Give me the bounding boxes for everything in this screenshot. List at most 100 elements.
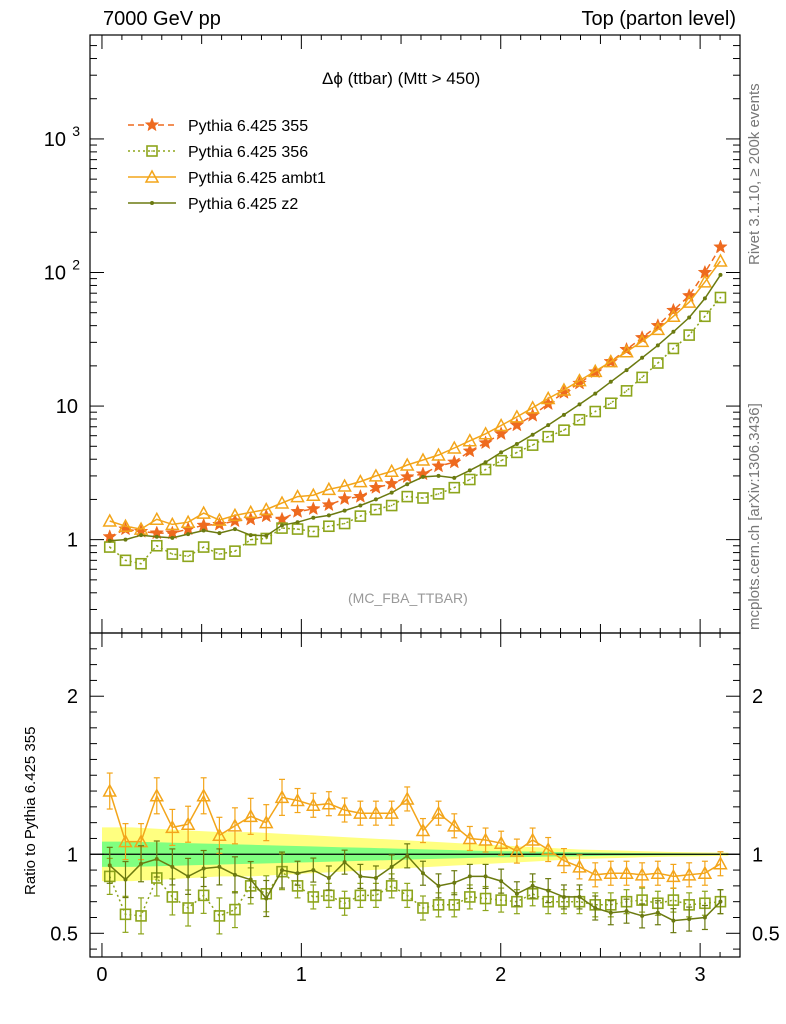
ratio-point-0 — [432, 899, 445, 911]
data-point-3 — [201, 528, 206, 533]
data-point-2 — [509, 409, 525, 423]
data-point-0 — [509, 417, 525, 432]
ratio-point-2 — [593, 906, 598, 911]
ratio-point-0-center — [437, 904, 440, 906]
data-point-1-center — [328, 525, 330, 528]
data-point-1 — [307, 525, 320, 538]
data-point-1-center — [375, 508, 377, 511]
data-point-2 — [258, 501, 274, 516]
ratio-point-2 — [264, 896, 269, 901]
legend-marker-center — [151, 150, 153, 152]
legend: Pythia 6.425 355 Pythia 6.425 356 Pythia 6… — [128, 117, 326, 213]
data-point-3 — [671, 329, 676, 334]
ratio-plot-frame — [89, 632, 741, 958]
ratio-point-0 — [197, 889, 210, 902]
ratio-point-1 — [321, 796, 337, 810]
y-tick-label: 10 — [44, 129, 66, 151]
data-point-1 — [229, 545, 241, 557]
ratio-point-1 — [212, 827, 227, 842]
y-tick-label: 1 — [67, 530, 78, 552]
data-point-1-center — [657, 362, 659, 364]
ratio-point-1 — [353, 805, 368, 819]
data-point-3 — [467, 468, 472, 473]
ratio-point-0-center — [140, 915, 142, 917]
data-point-3 — [186, 532, 191, 537]
data-point-1 — [495, 454, 507, 467]
data-point-2 — [180, 514, 196, 528]
data-point-1 — [636, 371, 648, 384]
ratio-point-2 — [232, 872, 237, 877]
ratio-point-1 — [196, 788, 211, 802]
data-point-3 — [295, 520, 300, 525]
data-point-2 — [447, 440, 462, 454]
ratio-point-1 — [666, 868, 681, 883]
axes: 0 1 2 3 1 10 10 2 10 3 0.5 0.5 1 1 2 2 — [44, 34, 780, 986]
data-point-3 — [546, 423, 551, 428]
ratio-point-1 — [462, 830, 478, 845]
data-point-3 — [624, 368, 629, 373]
data-point-0 — [462, 443, 478, 458]
data-point-1 — [526, 439, 539, 451]
ratio-point-0-center — [641, 899, 643, 901]
data-point-2 — [290, 489, 305, 503]
data-point-1-center — [719, 296, 722, 299]
data-point-0 — [478, 435, 493, 450]
ratio-point-2 — [546, 888, 551, 893]
series-line-1 — [109, 297, 722, 565]
data-point-3 — [593, 391, 598, 396]
data-point-3 — [311, 515, 316, 520]
ratio-point-1 — [681, 867, 697, 881]
ratio-y-tick-label: 0.5 — [50, 923, 78, 945]
ratio-point-2 — [420, 871, 425, 876]
ratio-point-2 — [467, 874, 472, 879]
data-point-0 — [337, 491, 352, 506]
data-point-2 — [321, 481, 337, 496]
data-point-1-center — [108, 546, 111, 548]
ratio-point-1 — [258, 815, 274, 829]
ratio-point-2 — [139, 861, 144, 866]
ratio-point-1 — [556, 853, 572, 867]
legend-label: Pythia 6.425 ambt1 — [188, 170, 326, 187]
ratio-point-2 — [107, 863, 112, 868]
x-tick-label: 3 — [695, 964, 706, 986]
legend-label: Pythia 6.425 z2 — [188, 196, 298, 213]
ratio-point-0-center — [375, 894, 377, 897]
data-point-1-center — [249, 538, 252, 541]
data-point-2 — [118, 518, 133, 532]
data-point-2 — [603, 354, 619, 368]
ratio-point-0-center — [422, 907, 424, 909]
data-point-1 — [135, 557, 147, 570]
energy-label: 7000 GeV pp — [103, 8, 221, 30]
ratio-point-0-center — [469, 896, 471, 898]
ratio-point-1 — [290, 792, 305, 807]
ratio-point-0-center — [453, 904, 456, 906]
ratio-point-0-center — [171, 896, 174, 898]
ratio-point-0 — [448, 899, 461, 911]
data-point-1-center — [500, 459, 502, 462]
ratio-point-0-center — [343, 902, 346, 905]
data-point-1-center — [484, 468, 487, 471]
ratio-point-2 — [311, 868, 316, 873]
data-point-3 — [170, 535, 175, 540]
ratio-point-2 — [499, 879, 504, 884]
ratio-y-tick-label-right: 1 — [752, 844, 763, 866]
data-point-1 — [182, 550, 194, 563]
ratio-point-1 — [415, 822, 431, 837]
ratio-point-2 — [514, 891, 519, 896]
y-tick-label: 10 — [44, 263, 66, 285]
data-point-1 — [150, 539, 163, 552]
ratio-point-1 — [431, 805, 446, 819]
data-point-3 — [452, 475, 457, 480]
data-point-1-center — [218, 553, 221, 555]
data-point-2 — [399, 457, 415, 471]
x-tick-label: 1 — [296, 964, 307, 986]
data-point-1 — [338, 517, 351, 530]
ratio-point-2 — [624, 909, 629, 914]
data-point-1 — [620, 385, 633, 397]
ratio-point-1 — [650, 865, 666, 879]
data-point-1-center — [672, 347, 675, 350]
ratio-point-1 — [587, 867, 603, 881]
y-tick-exponent: 2 — [72, 257, 80, 273]
ratio-point-1 — [118, 834, 133, 848]
